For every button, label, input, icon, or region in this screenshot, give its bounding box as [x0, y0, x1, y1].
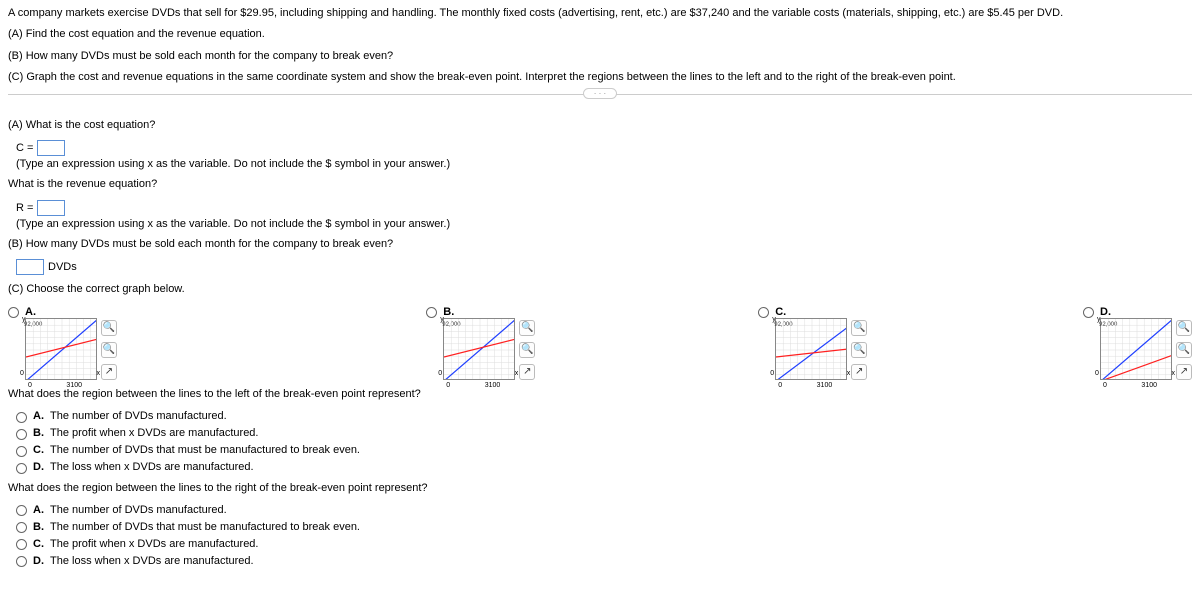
graph-plot-b: y 92,000 x 0 0 3100: [443, 318, 515, 380]
radio-right-d[interactable]: [16, 556, 27, 567]
problem-part-b: (B) How many DVDs must be sold each mont…: [8, 49, 1192, 64]
graph-label-a: A.: [25, 306, 117, 318]
problem-intro: A company markets exercise DVDs that sel…: [8, 6, 1192, 21]
collapse-bar: · · ·: [8, 94, 1192, 107]
qleft-prompt: What does the region between the lines t…: [8, 386, 1192, 404]
graph-plot-c: y 92,000 x 0 0 3100: [775, 318, 847, 380]
mc-letter: D.: [33, 555, 44, 567]
graph-label-c: C.: [775, 306, 867, 318]
chart-svg-d: [1101, 319, 1171, 379]
revenue-hint: (Type an expression using x as the varia…: [16, 218, 1192, 230]
axis-zero-left: 0: [446, 382, 450, 389]
popout-icon[interactable]: ↗: [1176, 364, 1192, 380]
zoom-in-icon[interactable]: 🔍: [1176, 320, 1192, 336]
mc-text: The profit when x DVDs are manufactured.: [50, 427, 258, 439]
axis-zero-left: 0: [778, 382, 782, 389]
zoom-out-icon[interactable]: 🔍: [519, 342, 535, 358]
graph-label-d: D.: [1100, 306, 1192, 318]
graph-options-row: A. y 92,000 x 0 0 3100 🔍: [8, 305, 1192, 380]
ellipsis-button[interactable]: · · ·: [583, 88, 617, 99]
zoom-in-icon[interactable]: 🔍: [851, 320, 867, 336]
qa-rev-prompt: What is the revenue equation?: [8, 176, 1192, 194]
graph-label-b: B.: [443, 306, 535, 318]
eq-c-lhs: C =: [16, 142, 33, 154]
radio-right-a[interactable]: [16, 505, 27, 516]
radio-right-c[interactable]: [16, 539, 27, 550]
zoom-out-icon[interactable]: 🔍: [851, 342, 867, 358]
axis-zero: 0: [20, 370, 24, 377]
mc-text: The number of DVDs that must be manufact…: [50, 444, 360, 456]
mc-text: The loss when x DVDs are manufactured.: [50, 461, 254, 473]
radio-left-b[interactable]: [16, 429, 27, 440]
problem-part-a: (A) Find the cost equation and the reven…: [8, 27, 1192, 42]
revenue-equation-input[interactable]: [37, 200, 65, 216]
radio-graph-d[interactable]: [1083, 307, 1094, 318]
mc-letter: C.: [33, 444, 44, 456]
radio-right-b[interactable]: [16, 522, 27, 533]
axis-zero-left: 0: [28, 382, 32, 389]
graph-plot-a: y 92,000 x 0 0 3100: [25, 318, 97, 380]
graph-option-c: C. y 92,000 x 0 0 3100 🔍: [758, 305, 867, 380]
mc-text: The number of DVDs manufactured.: [50, 504, 227, 516]
axis-zero: 0: [1095, 370, 1099, 377]
mc-letter: A.: [33, 410, 44, 422]
axis-x-max: 3100: [817, 382, 833, 389]
radio-left-a[interactable]: [16, 412, 27, 423]
mc-text: The number of DVDs manufactured.: [50, 410, 227, 422]
qright-prompt: What does the region between the lines t…: [8, 480, 1192, 498]
axis-x-label: x: [1172, 370, 1176, 377]
axis-zero: 0: [770, 370, 774, 377]
qa-cost-prompt: (A) What is the cost equation?: [8, 117, 1192, 135]
mc-letter: D.: [33, 461, 44, 473]
axis-x-label: x: [515, 370, 519, 377]
axis-zero-left: 0: [1103, 382, 1107, 389]
axis-x-label: x: [847, 370, 851, 377]
mc-letter: B.: [33, 427, 44, 439]
qb-prompt: (B) How many DVDs must be sold each mont…: [8, 236, 1192, 254]
popout-icon[interactable]: ↗: [851, 364, 867, 380]
dvds-unit: DVDs: [48, 261, 77, 273]
mc-letter: A.: [33, 504, 44, 516]
chart-svg-a: [26, 319, 96, 379]
mc-text: The profit when x DVDs are manufactured.: [50, 538, 258, 550]
popout-icon[interactable]: ↗: [519, 364, 535, 380]
chart-svg-b: [444, 319, 514, 379]
radio-left-d[interactable]: [16, 463, 27, 474]
axis-x-max: 3100: [1141, 382, 1157, 389]
popout-icon[interactable]: ↗: [101, 364, 117, 380]
graph-plot-d: y 92,000 x 0 0 3100: [1100, 318, 1172, 380]
graph-option-b: B. y 92,000 x 0 0 3100 🔍: [426, 305, 535, 380]
zoom-in-icon[interactable]: 🔍: [101, 320, 117, 336]
radio-graph-c[interactable]: [758, 307, 769, 318]
axis-x-label: x: [97, 370, 101, 377]
mc-letter: C.: [33, 538, 44, 550]
radio-graph-a[interactable]: [8, 307, 19, 318]
graph-option-d: D. y 92,000 x 0 0 3100 🔍: [1083, 305, 1192, 380]
radio-graph-b[interactable]: [426, 307, 437, 318]
problem-part-c: (C) Graph the cost and revenue equations…: [8, 70, 1192, 85]
axis-x-max: 3100: [66, 382, 82, 389]
cost-equation-input[interactable]: [37, 140, 65, 156]
breakeven-input[interactable]: [16, 259, 44, 275]
chart-svg-c: [776, 319, 846, 379]
zoom-out-icon[interactable]: 🔍: [1176, 342, 1192, 358]
qc-prompt: (C) Choose the correct graph below.: [8, 281, 1192, 299]
zoom-in-icon[interactable]: 🔍: [519, 320, 535, 336]
mc-text: The loss when x DVDs are manufactured.: [50, 555, 254, 567]
graph-option-a: A. y 92,000 x 0 0 3100 🔍: [8, 305, 117, 380]
cost-hint: (Type an expression using x as the varia…: [16, 158, 1192, 170]
mc-text: The number of DVDs that must be manufact…: [50, 521, 360, 533]
axis-x-max: 3100: [485, 382, 501, 389]
zoom-out-icon[interactable]: 🔍: [101, 342, 117, 358]
mc-letter: B.: [33, 521, 44, 533]
radio-left-c[interactable]: [16, 446, 27, 457]
eq-r-lhs: R =: [16, 202, 33, 214]
axis-zero: 0: [438, 370, 442, 377]
